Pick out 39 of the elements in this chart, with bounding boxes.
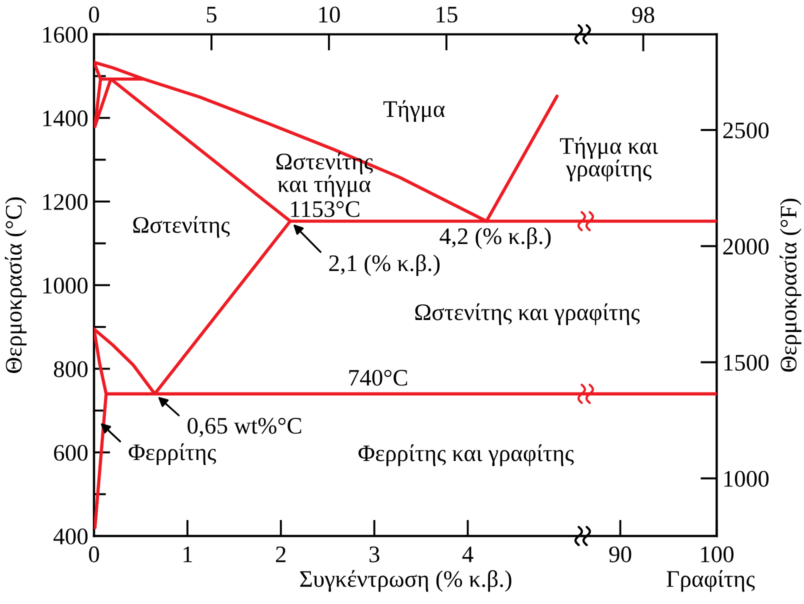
y2-tick-label: 1500 — [724, 354, 769, 371]
y-tick-label: 1400 — [43, 110, 88, 126]
x2-tick-label: 5 — [206, 6, 216, 23]
annotation: 0,65 wt%°C — [188, 418, 302, 438]
y-tick-label: 400 — [53, 528, 88, 544]
y-tick-label: 1600 — [43, 26, 88, 43]
x2-tick-label: 10 — [319, 6, 340, 23]
annotation: Τήγμα και γραφίτης — [560, 137, 658, 182]
text: 98 — [632, 6, 654, 23]
y-tick-label: 1000 — [43, 278, 88, 294]
x-tick-label: 90 — [609, 546, 632, 562]
y-tick-label: 1200 — [43, 194, 88, 210]
y-tick-label: 600 — [54, 444, 88, 461]
annotation: 2,1 (% κ.β.) — [329, 254, 440, 276]
annotation: Ωστενίτης — [133, 216, 230, 238]
x-tick-label: 1 — [184, 546, 192, 562]
annotation: Τήγμα — [383, 100, 445, 122]
x-tick-label: 0 — [88, 546, 100, 562]
annotation: Φερρίτης και γραφίτης — [358, 444, 574, 466]
x-axis-title: Γραφίτης — [666, 570, 755, 592]
x-tick-label: 3 — [370, 546, 380, 562]
y2-tick-label: 2000 — [723, 238, 769, 255]
y2-tick-label: 2500 — [723, 122, 769, 138]
x-axis-title: Συγκέντρωση (% κ.β.) — [300, 570, 512, 592]
y2-axis-title: Θερμοκρασία (°F) — [780, 198, 802, 372]
y2-tick-label: 1000 — [724, 470, 769, 487]
y-tick-label: 800 — [54, 361, 88, 378]
x-tick-label: 4 — [462, 546, 474, 562]
annotation: 1153°C — [291, 201, 360, 218]
x2-tick-label: 0 — [88, 6, 100, 23]
y-axis-title: Θερμοκρασία (°C) — [4, 197, 27, 373]
annotation: Ωστενίτης και γραφίτης — [415, 303, 640, 326]
x-tick-label: 2 — [276, 546, 286, 562]
annotation: 4,2 (% κ.β.) — [440, 227, 551, 250]
annotation: Φερρίτης — [128, 443, 216, 466]
annotation: Ωστενίτης και τήγμα — [276, 152, 373, 197]
x2-tick-label: 15 — [436, 6, 458, 23]
x-tick-label: 100 — [701, 546, 734, 562]
annotation: 740°C — [349, 370, 408, 386]
